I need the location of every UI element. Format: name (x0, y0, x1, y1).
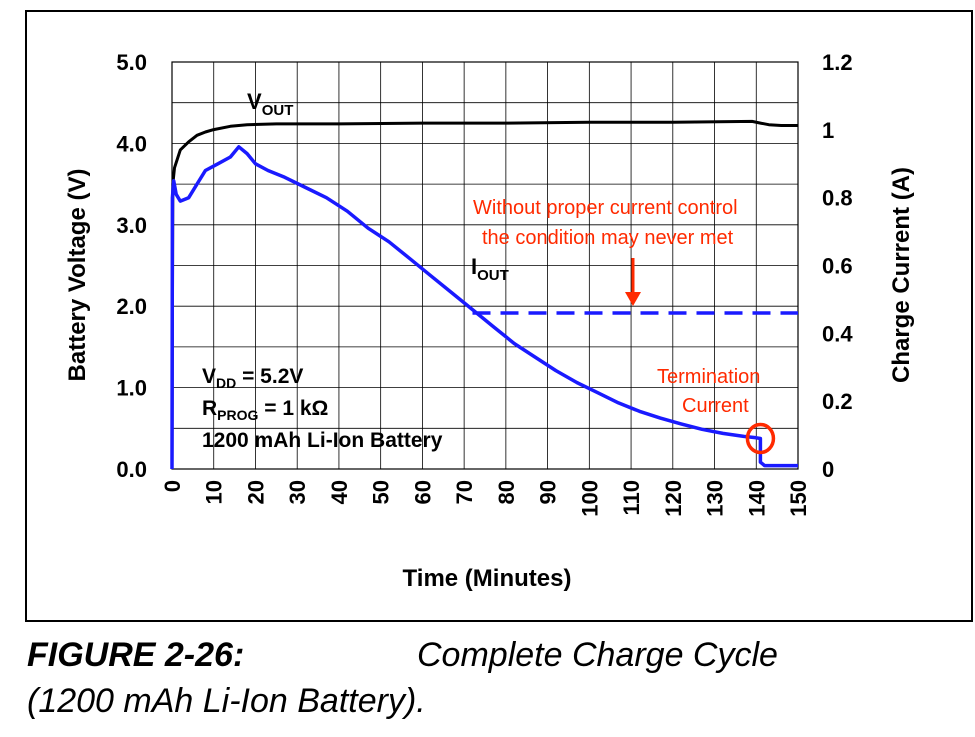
annotations: VOUT IOUT Without proper current control… (202, 89, 776, 455)
x-tick-label: 0 (160, 480, 185, 492)
y-tick-label: 3.0 (116, 213, 147, 238)
warning-text-line1: Without proper current control (473, 197, 738, 219)
termination-marker (745, 422, 776, 455)
termination-text-line2: Current (682, 395, 749, 417)
figure-caption: FIGURE 2-26: Complete Charge Cycle (1200 … (27, 632, 957, 724)
vdd-text: VDD = 5.2V (202, 365, 303, 391)
y2-tick-label: 1.2 (822, 50, 853, 75)
x-tick-label: 70 (452, 480, 477, 504)
tick-labels: 0 10 20 30 40 50 60 70 80 90 100 110 120 130 140 1500.0… (116, 50, 853, 517)
y2-tick-label: 0.8 (822, 186, 853, 211)
series-group (170, 119, 798, 470)
termination-text-line1: Termination (657, 366, 760, 388)
warning-text-line2: the condition may never met (482, 227, 734, 249)
battery-text: 1200 mAh Li-Ion Battery (202, 429, 443, 452)
y2-tick-label: 1 (822, 118, 834, 143)
x-tick-label: 10 (202, 480, 227, 504)
x-tick-label: 20 (243, 480, 268, 504)
iout-series-line (170, 145, 798, 470)
y2-tick-label: 0 (822, 457, 834, 482)
x-tick-label: 60 (410, 480, 435, 504)
x-tick-label: 110 (619, 480, 644, 516)
y2-axis-title: Charge Current (A) (888, 167, 915, 383)
grid (172, 62, 798, 469)
iout-label: IOUT (471, 254, 509, 284)
x-tick-label: 40 (327, 480, 352, 504)
charge-cycle-chart: 0 10 20 30 40 50 60 70 80 90 100 110 120 130 140 1500.0… (64, 50, 915, 592)
x-axis-title: Time (Minutes) (403, 565, 572, 592)
x-tick-label: 120 (661, 480, 686, 517)
warning-arrow (625, 258, 641, 306)
caption-line2: (1200 mAh Li-Ion Battery). (27, 682, 426, 720)
y-axis-title: Battery Voltage (V) (64, 169, 91, 382)
y-tick-label: 0.0 (116, 457, 147, 482)
figure-title: Complete Charge Cycle (417, 636, 778, 674)
vout-label: VOUT (247, 89, 293, 119)
rprog-text: RPROG = 1 kΩ (202, 397, 328, 423)
x-tick-label: 130 (703, 480, 728, 517)
y-tick-label: 5.0 (116, 50, 147, 75)
y-tick-label: 4.0 (116, 131, 147, 156)
y-tick-label: 2.0 (116, 294, 147, 319)
x-tick-label: 150 (786, 480, 811, 517)
caption-line1: FIGURE 2-26: Complete Charge Cycle (27, 632, 957, 678)
x-tick-label: 50 (369, 480, 394, 504)
x-tick-label: 30 (285, 480, 310, 504)
y2-tick-label: 0.6 (822, 254, 853, 279)
vout-series-line (170, 119, 798, 470)
chart-frame: 0 10 20 30 40 50 60 70 80 90 100 110 120 130 140 150 0.0… (25, 10, 973, 622)
y-tick-label: 1.0 (116, 376, 147, 401)
x-tick-label: 100 (577, 480, 602, 517)
figure-number: FIGURE 2-26: (27, 636, 245, 674)
y2-tick-label: 0.4 (822, 321, 853, 346)
x-tick-label: 90 (536, 480, 561, 504)
y2-tick-label: 0.2 (822, 389, 853, 414)
x-tick-label: 80 (494, 480, 519, 504)
x-tick-label: 140 (744, 480, 769, 517)
